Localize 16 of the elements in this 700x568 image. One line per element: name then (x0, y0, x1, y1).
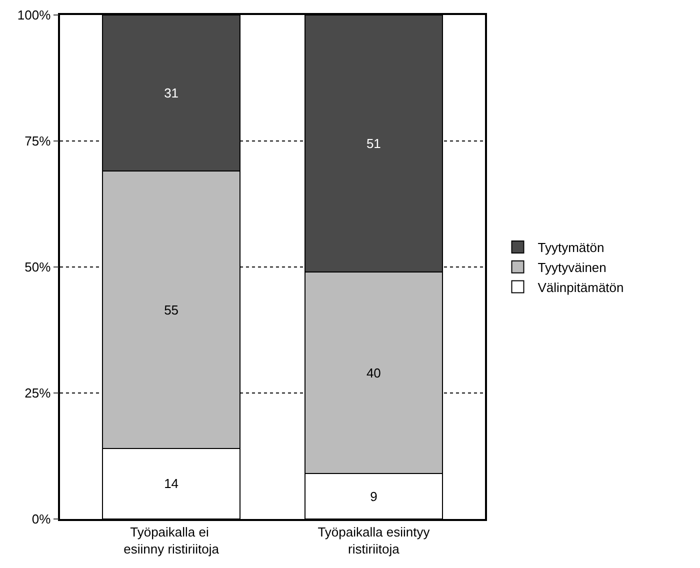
data-label: 55 (164, 302, 179, 318)
legend-label: Tyytymätön (538, 240, 604, 256)
data-label: 51 (366, 136, 381, 152)
x-tick-label: Työpaikalla ei esiinny ristiriitoja (124, 524, 220, 556)
y-tick-label: 100% (17, 8, 52, 23)
y-tick-label: 0% (32, 512, 52, 527)
data-label: 40 (366, 365, 381, 380)
data-label: 14 (164, 476, 179, 492)
x-tick-label: Työpaikalla esiintyy ristiriitoja (318, 524, 430, 556)
y-tick-label: 50% (24, 260, 52, 275)
y-tick-label: 25% (24, 386, 52, 401)
legend-label: Välinpitämätön (538, 280, 624, 295)
legend-label: Tyytyväinen (538, 260, 606, 275)
data-label: 31 (164, 86, 179, 101)
y-tick-label: 75% (24, 134, 52, 149)
data-label: 9 (370, 488, 378, 504)
